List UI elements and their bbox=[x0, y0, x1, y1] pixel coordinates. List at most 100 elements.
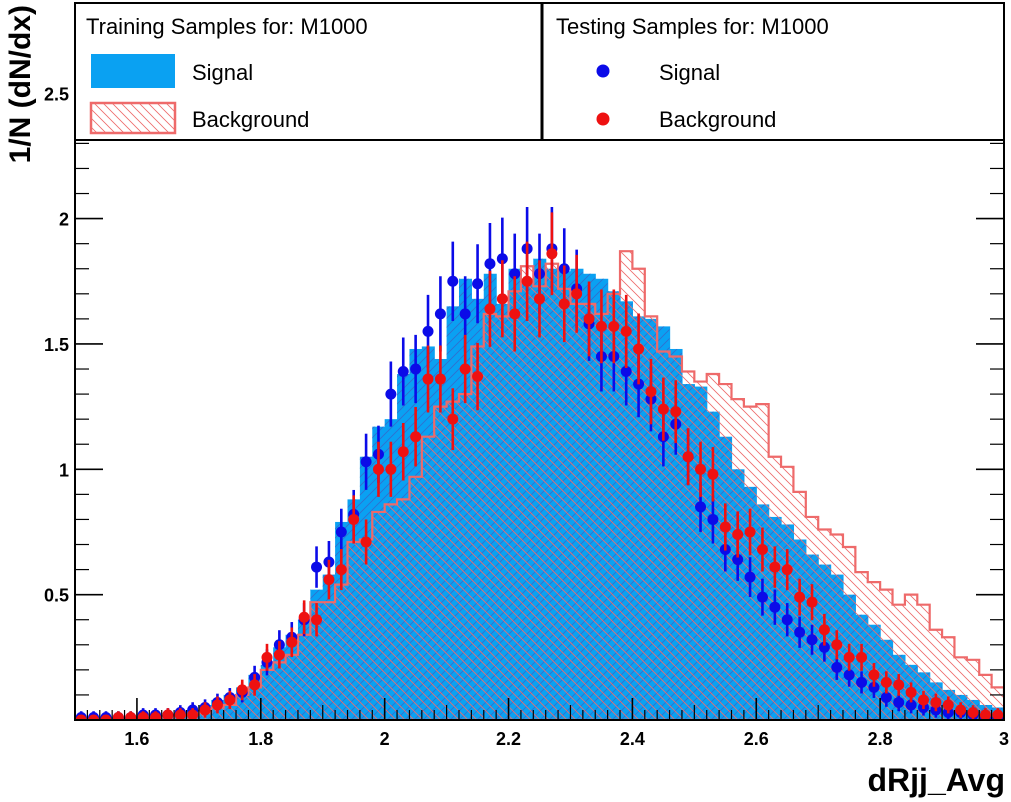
test-background-point bbox=[868, 663, 880, 687]
test-signal-point bbox=[410, 334, 422, 404]
test-background-point bbox=[534, 260, 545, 338]
test-background-point bbox=[323, 559, 335, 600]
legend: Training Samples for: M1000 Testing Samp… bbox=[74, 2, 1005, 141]
legend-train-signal-label: Signal bbox=[192, 60, 253, 85]
test-signal-point bbox=[856, 671, 868, 694]
test-background-point bbox=[162, 708, 174, 720]
test-background-point bbox=[335, 549, 347, 591]
legend-test-background-marker bbox=[596, 112, 610, 126]
y-tick-label: 0.5 bbox=[44, 586, 69, 606]
test-signal-point bbox=[1005, 711, 1011, 723]
legend-test-background-label: Background bbox=[659, 107, 776, 132]
test-background-point bbox=[397, 423, 409, 481]
test-background-point bbox=[992, 708, 1004, 720]
x-axis-label: dRjj_Avg bbox=[868, 762, 1006, 798]
x-tick-label: 2.6 bbox=[744, 729, 769, 749]
test-background-point bbox=[236, 679, 248, 701]
test-background-point bbox=[930, 693, 942, 712]
test-background-point bbox=[496, 260, 508, 338]
test-background-point bbox=[509, 276, 521, 352]
test-signal-point bbox=[311, 546, 323, 588]
test-signal-point bbox=[794, 616, 806, 648]
axes: 1.6 1.8 2 2.2 2.4 2.6 2.8 3 0.5 1 1.5 2 2.5 bbox=[44, 17, 1009, 749]
test-background-point bbox=[856, 643, 868, 671]
test-background-point bbox=[707, 447, 719, 502]
test-background-point bbox=[682, 428, 694, 486]
test-background-point bbox=[806, 584, 818, 621]
test-background-point bbox=[633, 313, 645, 385]
test-background-point bbox=[781, 549, 793, 591]
legend-test-signal-label: Signal bbox=[659, 60, 720, 85]
x-tick-label: 2.4 bbox=[620, 729, 645, 749]
x-tick-label: 1.6 bbox=[124, 729, 149, 749]
test-signal-point bbox=[893, 693, 905, 712]
test-background-point bbox=[756, 527, 768, 572]
test-background-point bbox=[955, 702, 967, 718]
test-background-point bbox=[732, 511, 744, 558]
test-background-point bbox=[620, 294, 632, 368]
test-background-point bbox=[843, 643, 855, 671]
y-axis-label: 1/N (dN/dx) bbox=[4, 5, 37, 163]
test-background-point bbox=[695, 441, 707, 497]
test-background-point bbox=[298, 600, 310, 635]
test-background-point bbox=[670, 380, 682, 444]
test-signal-point bbox=[707, 495, 719, 544]
test-background-point bbox=[372, 441, 384, 497]
legend-train-signal-swatch bbox=[91, 54, 175, 88]
test-background-point bbox=[211, 696, 223, 714]
test-background-point bbox=[521, 241, 533, 321]
y-tick-label: 1 bbox=[59, 460, 69, 480]
test-background-point bbox=[199, 702, 211, 718]
test-background-point bbox=[583, 281, 595, 357]
test-background-point bbox=[261, 643, 273, 671]
test-signal-point bbox=[806, 624, 818, 655]
test-background-point bbox=[546, 212, 558, 296]
x-tick-label: 2 bbox=[380, 729, 390, 749]
histogram-layer bbox=[75, 250, 1011, 720]
test-signal-point bbox=[447, 241, 459, 321]
test-background-point bbox=[979, 708, 991, 720]
test-background-point bbox=[410, 406, 422, 467]
test-signal-point bbox=[781, 603, 793, 637]
test-background-point bbox=[434, 345, 446, 413]
test-background-point bbox=[608, 289, 620, 364]
test-background-point bbox=[917, 690, 929, 710]
legend-left-title: Training Samples for: M1000 bbox=[86, 14, 368, 39]
test-background-point bbox=[125, 711, 137, 720]
test-background-point bbox=[645, 358, 657, 425]
test-signal-point bbox=[335, 508, 347, 556]
test-background-point bbox=[348, 495, 360, 544]
test-signal-point bbox=[472, 244, 484, 324]
test-background-point bbox=[273, 641, 285, 669]
y-tick-label: 2 bbox=[59, 210, 69, 230]
test-background-point bbox=[880, 671, 892, 694]
test-background-point bbox=[967, 705, 979, 720]
test-background-point bbox=[224, 690, 236, 710]
test-signal-point bbox=[397, 337, 409, 406]
test-background-point bbox=[558, 265, 570, 343]
test-background-point bbox=[137, 711, 149, 720]
test-background-point bbox=[744, 508, 756, 556]
test-signal-point bbox=[744, 557, 756, 598]
test-background-point bbox=[893, 674, 905, 696]
test-background-point bbox=[385, 441, 397, 497]
legend-train-background-label: Background bbox=[192, 107, 309, 132]
legend-right-title: Testing Samples for: M1000 bbox=[556, 14, 829, 39]
test-background-point bbox=[112, 711, 124, 720]
legend-train-background-swatch bbox=[89, 101, 177, 135]
test-background-point bbox=[657, 377, 669, 441]
train-signal-bar bbox=[1004, 710, 1011, 720]
test-background-point bbox=[249, 674, 261, 696]
test-signal-point bbox=[769, 589, 781, 625]
test-background-point bbox=[447, 388, 459, 451]
test-background-point bbox=[286, 627, 298, 658]
test-background-point bbox=[794, 578, 806, 616]
train-background-histogram bbox=[75, 250, 1004, 720]
test-background-point bbox=[422, 345, 434, 413]
x-tick-label: 3 bbox=[999, 729, 1009, 749]
test-background-point bbox=[905, 682, 917, 703]
test-background-point bbox=[942, 696, 954, 714]
test-points-layer bbox=[75, 206, 1011, 723]
y-tick-label: 1.5 bbox=[44, 335, 69, 355]
